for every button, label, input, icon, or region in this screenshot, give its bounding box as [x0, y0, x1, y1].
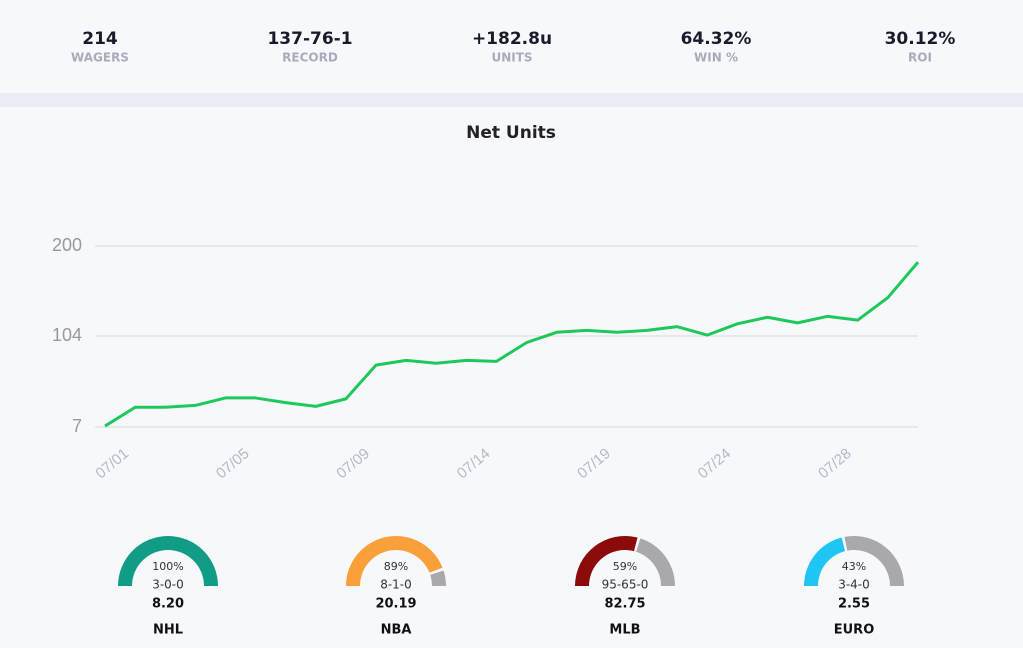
stat-value: 137-76-1 [267, 29, 352, 49]
divider [0, 93, 1023, 107]
stat-label: WAGERS [71, 51, 129, 65]
gauge-units: 2.55 [838, 597, 870, 612]
x-tick-label: 07/28 [815, 445, 855, 482]
gauge-record: 3-0-0 [152, 578, 184, 592]
y-tick-label: 7 [72, 416, 82, 436]
stat-value: +182.8u [472, 29, 552, 49]
x-tick-label: 07/09 [333, 445, 373, 482]
y-tick-label: 200 [52, 235, 82, 255]
y-tick-label: 104 [52, 325, 82, 345]
line [104, 261, 920, 428]
gauge-percent: 59% [613, 560, 637, 573]
gauge-arc [118, 536, 218, 586]
x-tick-label: 07/14 [454, 445, 494, 482]
gauge-units: 20.19 [375, 597, 416, 612]
gauge-record: 3-4-0 [838, 578, 870, 592]
x-tick-label: 07/24 [695, 445, 735, 482]
stat-value: 30.12% [885, 29, 956, 49]
stat-label: RECORD [282, 51, 338, 65]
chart-title: Net Units [466, 123, 556, 143]
stats-bar [0, 0, 1023, 93]
x-tick-label: 07/19 [574, 445, 614, 482]
gauge-name: EURO [834, 623, 875, 638]
gauge-record: 95-65-0 [602, 578, 649, 592]
x-tick-label: 07/05 [213, 445, 253, 482]
gauge-arc [346, 536, 443, 586]
x-tick-label: 07/01 [92, 445, 132, 482]
gauge-track [430, 570, 446, 586]
stat-label: UNITS [491, 51, 532, 65]
gauge-track [844, 535, 904, 586]
gauge-record: 8-1-0 [380, 578, 412, 592]
gauge-track [636, 538, 675, 586]
gauge-percent: 100% [152, 560, 183, 573]
stat-label: WIN % [694, 51, 738, 65]
stat-value: 214 [82, 29, 118, 49]
gauge-units: 8.20 [152, 597, 184, 612]
stat-value: 64.32% [681, 29, 752, 49]
stat-label: ROI [908, 51, 932, 65]
gauge-arc [575, 536, 638, 586]
gauge-name: NHL [153, 623, 183, 638]
gauge-units: 82.75 [604, 597, 645, 612]
gauge-percent: 43% [842, 560, 866, 573]
gauge-name: MLB [609, 623, 640, 638]
gauge-name: NBA [381, 623, 412, 638]
gauge-arc [804, 537, 846, 586]
gauge-percent: 89% [384, 560, 408, 573]
